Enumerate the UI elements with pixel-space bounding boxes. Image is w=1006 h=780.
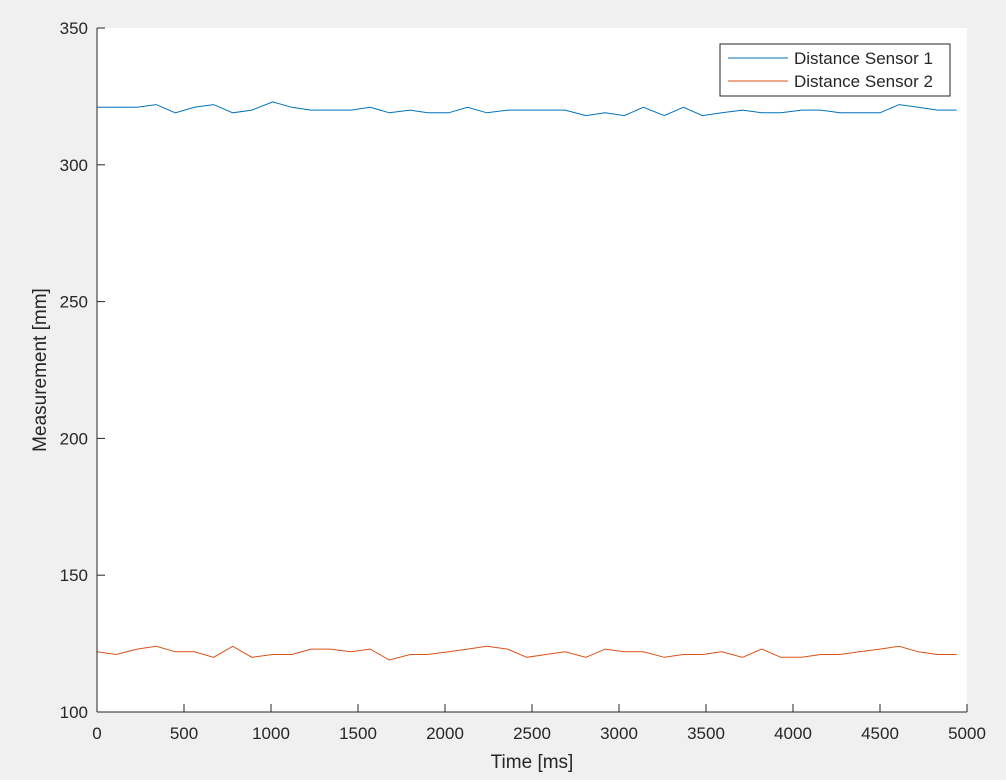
legend-label-2: Distance Sensor 2 [794, 72, 933, 91]
y-axis-label: Measurement [mm] [30, 288, 51, 452]
series-layer [96, 101, 957, 661]
y-tick-label: 200 [60, 429, 88, 448]
x-tick-label: 1500 [339, 724, 377, 743]
legend: Distance Sensor 1 Distance Sensor 2 [719, 43, 951, 97]
series-line-2 [96, 645, 957, 661]
legend-label-1: Distance Sensor 1 [794, 49, 933, 68]
ticks-layer: 0 500 1000 1500 2000 2500 3000 3500 4000 4500 5000… [60, 19, 986, 743]
x-tick-label: 2000 [426, 724, 464, 743]
x-tick-label: 3500 [687, 724, 725, 743]
y-tick-label: 100 [60, 703, 88, 722]
legend-box [719, 43, 951, 97]
x-tick-label: 500 [170, 724, 198, 743]
x-tick-label: 0 [92, 724, 101, 743]
x-tick-label: 2500 [513, 724, 551, 743]
x-tick-label: 3000 [600, 724, 638, 743]
x-tick-label: 1000 [252, 724, 290, 743]
plot-area [97, 28, 967, 712]
x-tick-label: 5000 [948, 724, 986, 743]
y-tick-label: 300 [60, 156, 88, 175]
x-tick-label: 4000 [774, 724, 812, 743]
x-tick-label: 4500 [861, 724, 899, 743]
y-tick-label: 150 [60, 566, 88, 585]
y-tick-label: 250 [60, 293, 88, 312]
x-axis-label: Time [ms] [491, 752, 574, 773]
series-line-1 [97, 101, 957, 117]
y-tick-label: 350 [60, 19, 88, 38]
